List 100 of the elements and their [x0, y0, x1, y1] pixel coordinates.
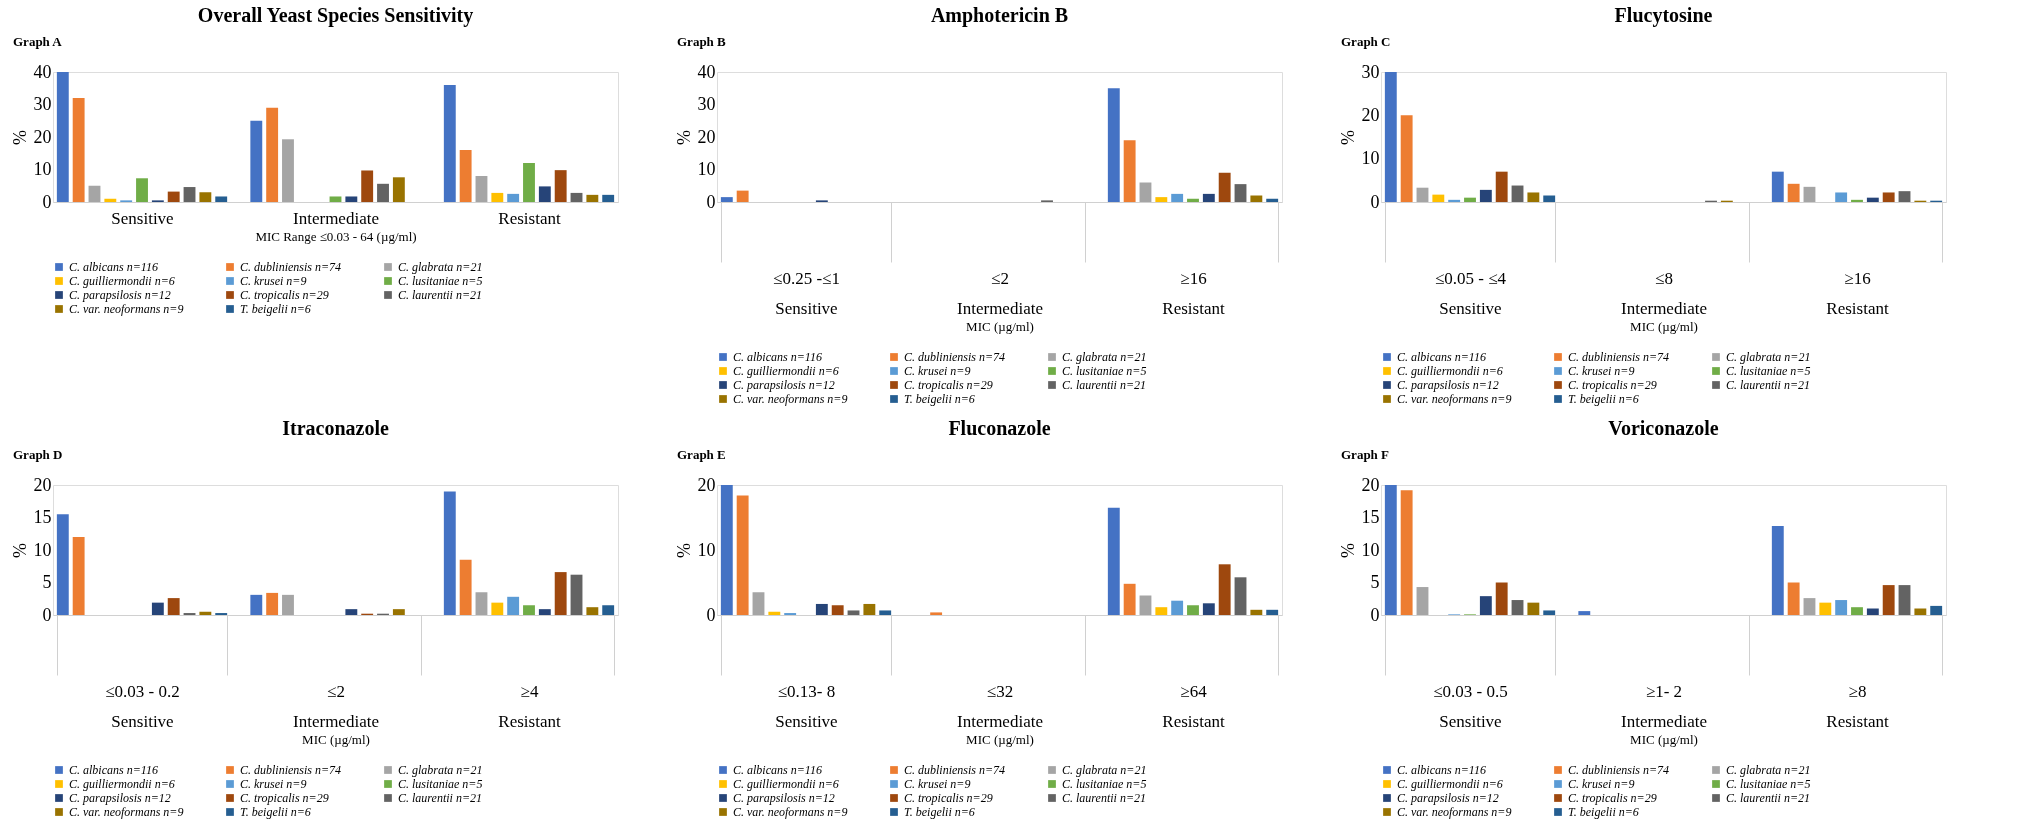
legend-label: C. laurentii n=21: [1062, 378, 1146, 392]
legend-label: C. glabrata n=21: [398, 260, 483, 274]
bar: [768, 611, 781, 615]
x-tick-label: ≤0.03 - 0.5 Sensitive: [1433, 681, 1508, 731]
bar: [72, 98, 85, 202]
bar: [602, 194, 615, 202]
text: Graph D: [13, 447, 63, 462]
x-tick-label: ≥8 Resistant: [1826, 681, 1889, 731]
bar: [752, 592, 765, 615]
y-tick-label: 20: [33, 126, 52, 147]
bar: [1464, 197, 1476, 202]
y-tick-label: 40: [33, 61, 52, 82]
legend-label: C. lusitaniae n=5: [1726, 364, 1811, 378]
x-tick-label: ≤0.13- 8 Sensitive: [775, 681, 838, 731]
legend-label: T. beigelii n=6: [904, 392, 975, 406]
y-tick-label: 30: [1361, 61, 1380, 82]
legend-label: C. parapsilosis n=12: [733, 791, 835, 805]
x-tick-label: ≤0.05 - ≤4 Sensitive: [1434, 268, 1507, 318]
bar: [1171, 193, 1184, 202]
x-tick-label: ≥1- 2 Intermediate: [1621, 681, 1707, 731]
legend-label: C. lusitaniae n=5: [1726, 777, 1811, 791]
legend-label: C. laurentii n=21: [398, 288, 482, 302]
bar: [1882, 192, 1895, 202]
legend-label: C. guilliermondii n=6: [733, 777, 839, 791]
chart-title: Itraconazole: [282, 417, 389, 439]
bar: [215, 196, 228, 202]
bar: [1882, 585, 1895, 615]
bar: [523, 163, 535, 202]
legend-label: C. tropicalis n=29: [240, 791, 329, 805]
y-tick-label: 40: [697, 61, 716, 82]
bar: [736, 190, 749, 202]
bar: [1511, 600, 1524, 615]
legend-label: C. dubliniensis n=74: [904, 763, 1006, 777]
legend-label: C. tropicalis n=29: [1568, 791, 1657, 805]
legend-label: C. lusitaniae n=5: [1062, 364, 1147, 378]
legend-label: C. lusitaniae n=5: [1062, 777, 1147, 791]
legend-label: T. beigelii n=6: [1568, 392, 1639, 406]
bar: [1250, 609, 1263, 615]
bar: [1107, 507, 1120, 615]
x-tick-label: ≥16 Resistant: [1162, 268, 1225, 318]
bar: [1914, 608, 1927, 615]
y-tick-label: 10: [33, 539, 52, 560]
y-tick-label: 20: [1361, 474, 1380, 495]
legend-label: C. albicans n=116: [733, 350, 822, 364]
bar: [345, 609, 358, 615]
bar: [1250, 195, 1263, 202]
bar: [475, 176, 488, 202]
text: Graph E: [677, 447, 726, 462]
legend-label: C. parapsilosis n=12: [733, 378, 835, 392]
legend-label: C. dubliniensis n=74: [240, 260, 342, 274]
legend-label: C. guilliermondii n=6: [1397, 364, 1503, 378]
legend-label: C. guilliermondii n=6: [733, 364, 839, 378]
bar: [1155, 607, 1168, 615]
legend-label: C. glabrata n=21: [398, 763, 483, 777]
legend-label: C. dubliniensis n=74: [1568, 350, 1670, 364]
bar: [1123, 583, 1136, 615]
legend-label: C. parapsilosis n=12: [69, 288, 171, 302]
bar: [586, 194, 599, 202]
legend-label: T. beigelii n=6: [1568, 805, 1639, 819]
text: Graph C: [1341, 34, 1391, 49]
bar: [1511, 185, 1524, 202]
y-tick-label: 0: [706, 604, 716, 625]
bar: [1479, 189, 1492, 202]
bar: [475, 592, 488, 615]
bar: [1384, 485, 1397, 615]
bar: [1803, 186, 1816, 202]
x-tick-label: ≥64 Resistant: [1162, 681, 1225, 731]
legend-label: C. guilliermondii n=6: [69, 777, 175, 791]
legend-label: C. albicans n=116: [733, 763, 822, 777]
y-tick-label: 10: [697, 159, 716, 179]
bar: [459, 559, 472, 615]
bar: [1866, 197, 1879, 202]
bar: [815, 603, 828, 615]
legend-label: C. krusei n=9: [240, 274, 307, 288]
bar: [1898, 585, 1911, 615]
bar: [443, 85, 456, 202]
bar: [523, 605, 535, 615]
bar: [720, 197, 733, 202]
bar: [1898, 191, 1911, 202]
y-tick-label: 10: [1361, 148, 1380, 169]
y-tick-label: 15: [1361, 507, 1380, 527]
y-tick-label: 30: [697, 94, 716, 114]
bar: [266, 107, 279, 202]
chart-title: Amphotericin B: [930, 4, 1069, 27]
bar: [250, 594, 263, 615]
legend-label: C. dubliniensis n=74: [1568, 763, 1670, 777]
bar: [167, 191, 180, 202]
y-axis-title: %: [1337, 543, 1358, 558]
bar: [361, 170, 374, 202]
bar: [570, 574, 583, 615]
y-axis-title: %: [1337, 130, 1358, 145]
y-tick-label: 20: [1361, 104, 1380, 125]
bar: [847, 610, 860, 615]
bar: [104, 198, 117, 202]
legend-label: C. tropicalis n=29: [240, 288, 329, 302]
bar: [443, 491, 456, 615]
bar: [602, 605, 615, 615]
bar: [1578, 611, 1591, 615]
y-tick-label: 20: [33, 474, 52, 495]
chart-title: Fluconazole: [948, 417, 1051, 439]
